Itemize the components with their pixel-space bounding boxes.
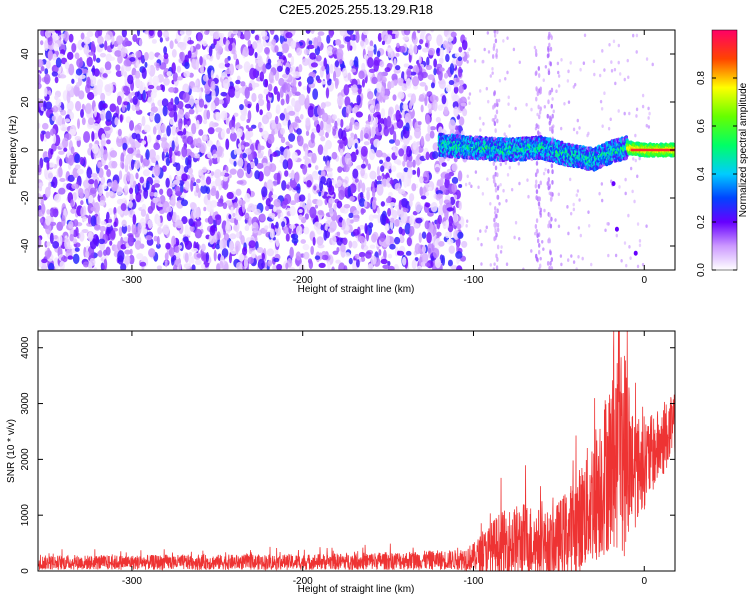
y-tick-label: -40 <box>20 238 31 253</box>
colorbar-tick-label: 0.4 <box>696 167 707 181</box>
snr-axes: -300 -200 -100 0 0 1000 2000 3000 4000 <box>20 331 675 587</box>
y-tick-label: 40 <box>20 48 31 60</box>
x-tick-label: 0 <box>641 576 647 587</box>
x-tick-label: -200 <box>293 576 313 587</box>
colorbar-ticks: 0.0 0.2 0.4 0.6 0.8 <box>696 71 737 277</box>
x-tick-label: -300 <box>122 275 142 286</box>
y-tick-label: 0 <box>20 568 31 574</box>
x-tick-label: -100 <box>463 576 483 587</box>
x-tick-label: -300 <box>122 576 142 587</box>
y-tick-label: 20 <box>20 96 31 108</box>
colorbar-tick-label: 0.2 <box>696 215 707 229</box>
y-tick-label: 0 <box>20 147 31 153</box>
x-tick-label: -200 <box>293 275 313 286</box>
y-tick-label: 2000 <box>20 448 31 471</box>
snr-panel: -300 -200 -100 0 0 1000 2000 3000 4000 Height of… <box>6 330 676 595</box>
snr-frame <box>37 330 676 572</box>
y-tick-label: 1000 <box>20 504 31 527</box>
chart-title: C2E5.2025.255.13.29.R18 <box>279 2 433 17</box>
y-tick-label: 3000 <box>20 392 31 415</box>
x-tick-label: -100 <box>463 275 483 286</box>
y-tick-label: 4000 <box>20 336 31 359</box>
spectrogram-frame <box>37 29 676 271</box>
colorbar-label: Normalized spectral amplitude <box>738 82 749 217</box>
colorbar: 0.0 0.2 0.4 0.6 0.8 Normalized spectral ampl… <box>696 29 749 277</box>
snr-ylabel: SNR (10 * v/v) <box>6 419 17 483</box>
spectrogram-image <box>38 30 675 270</box>
colorbar-tick-label: 0.6 <box>696 119 707 133</box>
snr-xlabel: Height of straight line (km) <box>298 584 415 595</box>
x-tick-label: 0 <box>641 275 647 286</box>
spectrogram-ylabel: Frequency (Hz) <box>8 116 19 185</box>
spectrogram-xlabel: Height of straight line (km) <box>298 284 415 295</box>
colorbar-tick-label: 0.8 <box>696 71 707 85</box>
colorbar-tick-label: 0.0 <box>696 263 707 277</box>
y-tick-label: -20 <box>20 190 31 205</box>
snr-series-line <box>38 331 675 571</box>
colorbar-gradient <box>711 29 738 271</box>
